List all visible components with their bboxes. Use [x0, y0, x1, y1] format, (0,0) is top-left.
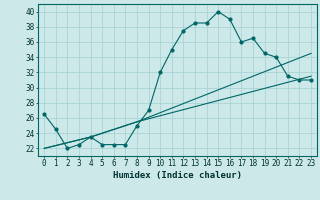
X-axis label: Humidex (Indice chaleur): Humidex (Indice chaleur) [113, 171, 242, 180]
